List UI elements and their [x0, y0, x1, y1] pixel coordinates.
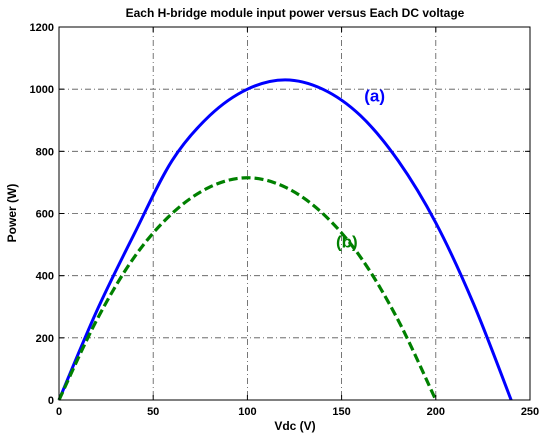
grid-lines [59, 27, 530, 400]
y-tick-label: 200 [36, 333, 54, 345]
x-tick-label: 250 [521, 406, 539, 418]
y-tick-label: 1000 [30, 84, 54, 96]
x-tick-label: 100 [238, 406, 256, 418]
y-axis-label: Power (W) [5, 184, 19, 243]
x-tick-label: 50 [147, 406, 159, 418]
chart-title: Each H-bridge module input power versus … [126, 6, 465, 20]
y-tick-label: 0 [48, 395, 54, 407]
series-line-a [57, 78, 513, 401]
series-annotations: (a) (b) [336, 87, 385, 252]
x-axis-label: Vdc (V) [274, 419, 315, 433]
series-label-b: (b) [336, 233, 358, 252]
y-tick-label: 1200 [30, 22, 54, 34]
y-tick-label: 600 [36, 209, 54, 221]
axis-ticks: 0 50 100 150 200 250 0 200 400 600 800 1000 1200 [30, 22, 540, 418]
series-line-b [57, 176, 438, 401]
y-tick-label: 400 [36, 271, 54, 283]
x-tick-label: 0 [56, 406, 62, 418]
x-tick-label: 200 [427, 406, 445, 418]
series-layer [57, 78, 513, 401]
x-tick-label: 150 [332, 406, 350, 418]
series-label-a: (a) [364, 87, 385, 106]
y-tick-label: 800 [36, 146, 54, 158]
